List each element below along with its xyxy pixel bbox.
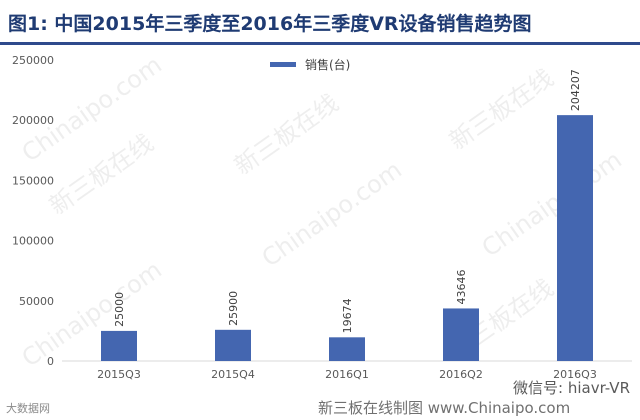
legend-swatch [270,62,296,67]
title-underline [0,42,640,45]
bar-2016Q1 [329,337,365,361]
data-label-2015Q4: 25900 [227,291,240,326]
x-tick-label: 2015Q3 [97,368,141,381]
data-label-2016Q2: 43646 [455,269,468,304]
data-label-2016Q1: 19674 [341,298,354,333]
x-tick-label: 2016Q1 [325,368,369,381]
bar-chart: 0 50000 100000 150000 200000 250000 销售(台) 25000… [12,54,632,381]
footer-credit: 新三板在线制图 www.Chinaipo.com [318,399,571,417]
y-tick-label: 250000 [12,54,54,67]
x-tick-label: 2016Q2 [439,368,483,381]
y-tick-label: 150000 [12,174,54,187]
x-tick-label: 2016Q3 [553,368,597,381]
bar-2015Q3 [101,330,137,361]
bar-2016Q3 [557,115,593,362]
data-label-2016Q3: 204207 [569,69,582,111]
y-tick-label: 50000 [19,295,54,308]
x-tick-label: 2015Q4 [211,368,255,381]
footer-source-text: 大数据网 [6,402,50,415]
y-tick-label: 200000 [12,114,54,127]
y-tick-label: 0 [47,355,54,368]
legend-label: 销售(台) [305,57,350,72]
bar-2016Q2 [443,308,479,361]
y-tick-label: 100000 [12,235,54,248]
chart-title: 图1: 中国2015年三季度至2016年三季度VR设备销售趋势图 [8,13,532,35]
data-label-2015Q3: 25000 [113,292,126,327]
bar-2015Q4 [215,329,251,361]
footer-wechat-id: 微信号: hiavr-VR [513,379,630,397]
chart-header: 图1: 中国2015年三季度至2016年三季度VR设备销售趋势图 [0,0,640,45]
